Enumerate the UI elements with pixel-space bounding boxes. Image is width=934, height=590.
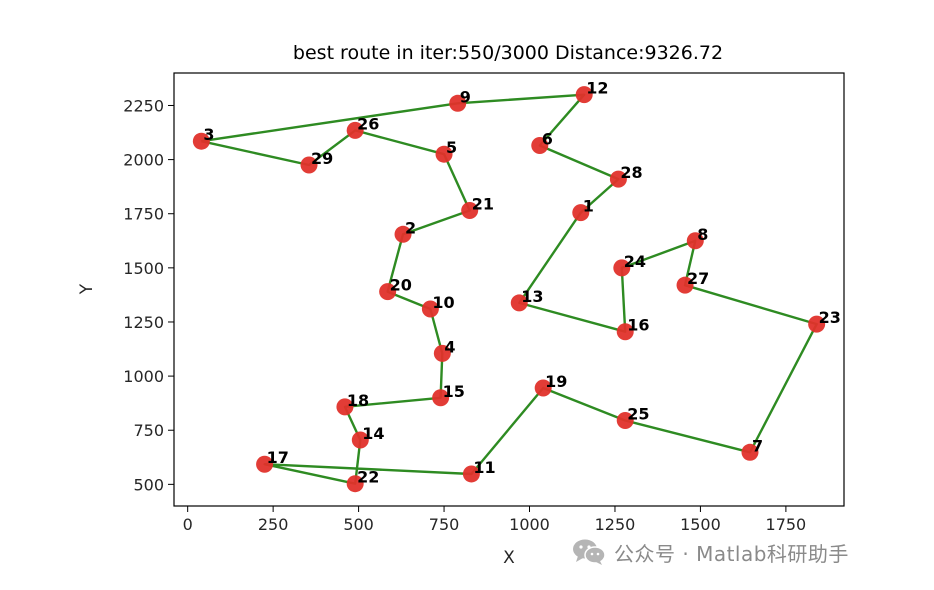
y-tick-label: 1750 [123,205,164,224]
point-label: 18 [347,391,369,410]
point-label: 9 [460,87,471,106]
point-label: 12 [586,79,608,98]
route-point [336,398,354,416]
wechat-icon [573,539,606,565]
point-label: 19 [545,372,567,391]
route-point [449,94,467,112]
point-label: 22 [357,468,379,487]
point-label: 25 [627,404,649,423]
y-axis-label: Y [77,283,97,295]
point-label: 1 [583,197,594,216]
y-tick-label: 2250 [123,96,164,115]
x-tick-label: 1250 [595,515,636,534]
y-tick-label: 500 [133,475,164,494]
chart-title: best route in iter:550/3000 Distance:932… [293,42,723,64]
x-tick-label: 750 [429,515,460,534]
point-label: 27 [687,269,709,288]
point-label: 13 [521,287,543,306]
route-point [433,344,451,362]
route-points [192,86,826,493]
point-label: 21 [472,194,494,213]
x-tick-label: 1000 [509,515,550,534]
point-label: 5 [446,138,457,157]
route-point [613,259,631,277]
route-point [192,132,210,150]
x-tick-label: 500 [343,515,374,534]
point-label: 29 [311,149,333,168]
route-point [346,121,364,139]
watermark: 公众号 · Matlab科研助手 [572,537,849,567]
point-label: 2 [405,218,416,237]
x-tick-label: 1500 [680,515,721,534]
point-label: 14 [362,424,384,443]
route-point [421,300,439,318]
point-label: 4 [444,337,455,356]
y-tick-label: 1250 [123,313,164,332]
route-point [256,455,274,473]
y-tick-label: 750 [133,421,164,440]
route-point [575,86,593,104]
point-label: 28 [620,163,642,182]
point-label: 10 [432,293,454,312]
y-tick-label: 1000 [123,367,164,386]
x-tick-label: 250 [258,515,289,534]
watermark-text: 公众号 · Matlab科研助手 [614,541,849,566]
route-point [394,225,412,243]
route-point [676,276,694,294]
point-label: 8 [697,225,708,244]
x-axis: 0 250 500 750 1000 1250 1500 1750 [183,506,807,534]
x-axis-label: X [503,548,515,568]
point-label: 3 [203,125,214,144]
y-tick-label: 2000 [123,151,164,170]
x-tick-label: 0 [183,515,193,534]
route-point [616,323,634,341]
route-point [534,379,552,397]
route-point [435,145,453,163]
plot-area [173,72,845,507]
route-point [462,465,480,483]
point-label: 26 [357,114,379,133]
point-label: 6 [542,130,553,149]
route-point [609,170,627,188]
route-point [616,411,634,429]
route-point [808,315,826,333]
point-label: 15 [443,382,465,401]
point-label: 24 [624,252,646,271]
route-point [572,204,590,222]
route-line [201,93,818,485]
point-label: 11 [473,458,495,477]
route-point [510,294,528,312]
point-label: 23 [819,308,841,327]
point-label: 7 [752,436,763,455]
route-point [351,431,369,449]
route-point [461,201,479,219]
route-point [531,137,549,155]
route-point [686,232,704,250]
route-lines [201,93,818,485]
route-point [741,443,759,461]
point-label: 17 [267,448,289,467]
point-label: 20 [390,276,412,295]
y-axis: 500 750 1000 1250 1500 1750 2000 2250 [123,96,174,494]
y-tick-label: 1500 [123,259,164,278]
route-point [300,156,318,174]
route-point [346,475,364,493]
route-point [432,389,450,407]
x-tick-label: 1750 [766,515,807,534]
route-point [379,283,397,301]
point-label: 16 [627,316,649,335]
